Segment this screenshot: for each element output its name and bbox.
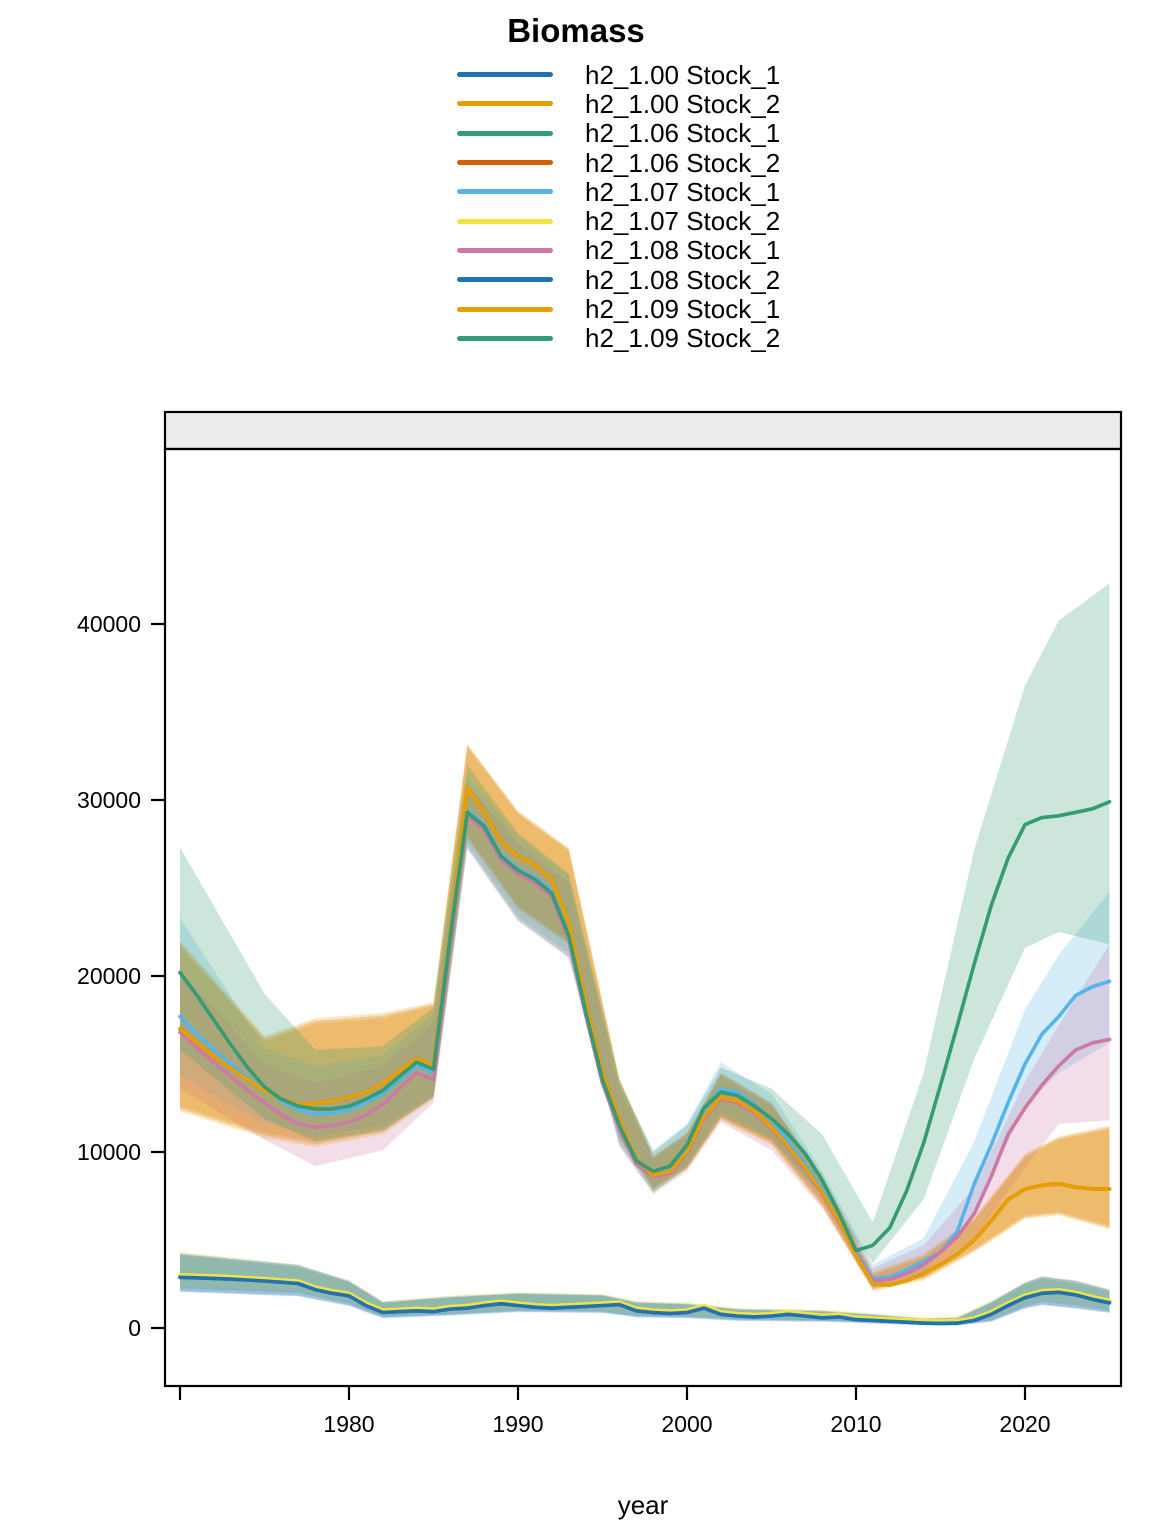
panel-border bbox=[163, 447, 1123, 1388]
page-title: Biomass bbox=[507, 12, 645, 49]
legend-item: h2_1.00 Stock_2 bbox=[457, 89, 780, 118]
legend-item-label: h2_1.08 Stock_2 bbox=[585, 264, 781, 295]
legend-item-label: h2_1.00 Stock_1 bbox=[585, 59, 781, 90]
legend-swatch bbox=[457, 160, 553, 166]
legend-item: h2_1.08 Stock_1 bbox=[457, 236, 780, 265]
legend-item-label: h2_1.06 Stock_1 bbox=[585, 118, 781, 149]
legend-item-label: h2_1.06 Stock_2 bbox=[585, 147, 781, 178]
legend-swatch bbox=[457, 335, 553, 341]
y-axis-tick-label: 10000 bbox=[77, 1139, 141, 1165]
series-line-6 bbox=[178, 1273, 1112, 1323]
legend-swatch bbox=[457, 306, 553, 312]
legend-swatch bbox=[457, 247, 553, 253]
y-axis-tick-label: 20000 bbox=[77, 963, 141, 989]
legend-item-label: h2_1.08 Stock_1 bbox=[585, 235, 781, 266]
x-axis-tick-label: 2020 bbox=[999, 1411, 1050, 1437]
legend-item: h2_1.08 Stock_2 bbox=[457, 265, 780, 294]
x-axis-title: year bbox=[618, 1490, 669, 1520]
legend-item: h2_1.06 Stock_1 bbox=[457, 119, 780, 148]
legend-item-label: h2_1.09 Stock_2 bbox=[585, 323, 781, 354]
legend-item: h2_1.06 Stock_2 bbox=[457, 148, 780, 177]
x-axis-tick-label: 2000 bbox=[661, 1411, 712, 1437]
legend-item-label: h2_1.09 Stock_1 bbox=[585, 294, 781, 325]
legend-item: h2_1.09 Stock_2 bbox=[457, 324, 780, 353]
legend-swatch bbox=[457, 101, 553, 107]
legend-swatch bbox=[457, 277, 553, 283]
legend-item: h2_1.09 Stock_1 bbox=[457, 294, 780, 323]
legend-item-label: h2_1.00 Stock_2 bbox=[585, 88, 781, 119]
x-axis-tick-label: 1990 bbox=[492, 1411, 543, 1437]
series-ribbon-10 bbox=[180, 583, 1110, 1263]
facet-strip bbox=[163, 410, 1123, 451]
series-ribbon-4 bbox=[180, 745, 1110, 1290]
legend-item-label: h2_1.07 Stock_1 bbox=[585, 176, 781, 207]
legend-item: h2_1.07 Stock_2 bbox=[457, 206, 780, 235]
x-axis-tick-label: 1980 bbox=[323, 1411, 374, 1437]
series-line-10 bbox=[178, 799, 1112, 1253]
series-line-8 bbox=[178, 1275, 1112, 1326]
series-ribbon-9 bbox=[180, 743, 1110, 1291]
y-axis-tick-label: 40000 bbox=[77, 611, 141, 637]
legend: h2_1.00 Stock_1 h2_1.00 Stock_2 h2_1.06 St… bbox=[457, 60, 780, 353]
plot-panel bbox=[178, 583, 1112, 1326]
legend-item-label: h2_1.07 Stock_2 bbox=[585, 206, 781, 237]
y-axis-tick-label: 0 bbox=[128, 1315, 141, 1341]
x-axis-tick-label: 2010 bbox=[830, 1411, 881, 1437]
y-axis-tick-label: 30000 bbox=[77, 787, 141, 813]
series-line-7 bbox=[178, 813, 1112, 1283]
legend-swatch bbox=[457, 130, 553, 136]
series-ribbon-6 bbox=[180, 1251, 1110, 1324]
legend-swatch bbox=[457, 218, 553, 224]
legend-item: h2_1.00 Stock_1 bbox=[457, 60, 780, 89]
legend-item: h2_1.07 Stock_1 bbox=[457, 177, 780, 206]
legend-swatch bbox=[457, 72, 553, 78]
legend-swatch bbox=[457, 189, 553, 195]
